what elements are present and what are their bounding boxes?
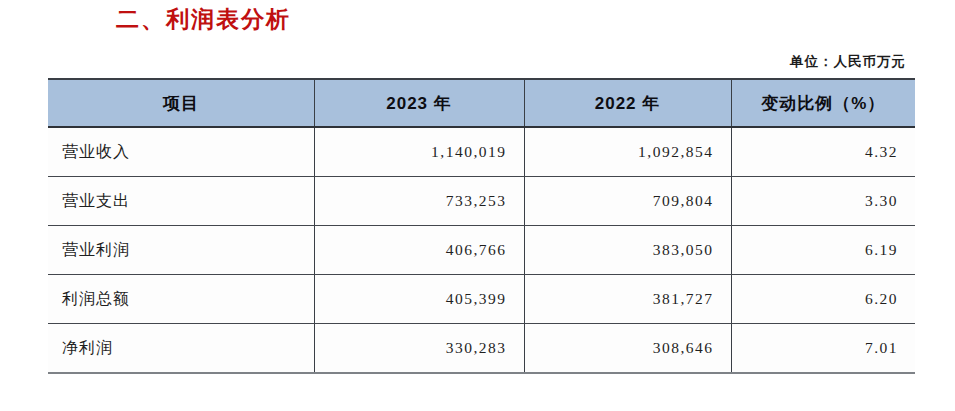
document-page: 二、利润表分析 单位：人民币万元 项目 2023 年 2022 年 变动比例（%… (0, 0, 955, 411)
header-cell-item: 项目 (48, 79, 314, 127)
page-title: 二、利润表分析 (116, 4, 291, 35)
change-pct: 4.32 (731, 127, 915, 177)
row-label: 利润总额 (48, 275, 314, 324)
change-pct: 6.20 (731, 275, 915, 324)
value-2022: 709,804 (524, 177, 731, 226)
value-2023: 733,253 (314, 177, 524, 226)
row-label: 营业收入 (48, 127, 314, 177)
change-pct: 7.01 (731, 324, 915, 374)
profit-statement-table: 项目 2023 年 2022 年 变动比例（%） 营业收入 1,140,019 … (48, 78, 915, 374)
header-cell-change: 变动比例（%） (731, 79, 915, 127)
value-2023: 405,399 (314, 275, 524, 324)
value-2023: 1,140,019 (314, 127, 524, 177)
row-label: 净利润 (48, 324, 314, 374)
change-pct: 6.19 (731, 226, 915, 275)
row-label: 营业支出 (48, 177, 314, 226)
table-row: 营业收入 1,140,019 1,092,854 4.32 (48, 127, 915, 177)
table-row: 利润总额 405,399 381,727 6.20 (48, 275, 915, 324)
value-2023: 406,766 (314, 226, 524, 275)
change-pct: 3.30 (731, 177, 915, 226)
value-2022: 381,727 (524, 275, 731, 324)
table-header-row: 项目 2023 年 2022 年 变动比例（%） (48, 79, 915, 127)
value-2022: 308,646 (524, 324, 731, 374)
table-row: 净利润 330,283 308,646 7.01 (48, 324, 915, 374)
unit-label: 单位：人民币万元 (48, 53, 906, 71)
value-2023: 330,283 (314, 324, 524, 374)
row-label: 营业利润 (48, 226, 314, 275)
value-2022: 383,050 (524, 226, 731, 275)
header-cell-2023: 2023 年 (314, 79, 524, 127)
table-row: 营业支出 733,253 709,804 3.30 (48, 177, 915, 226)
header-cell-2022: 2022 年 (524, 79, 731, 127)
table-row: 营业利润 406,766 383,050 6.19 (48, 226, 915, 275)
value-2022: 1,092,854 (524, 127, 731, 177)
